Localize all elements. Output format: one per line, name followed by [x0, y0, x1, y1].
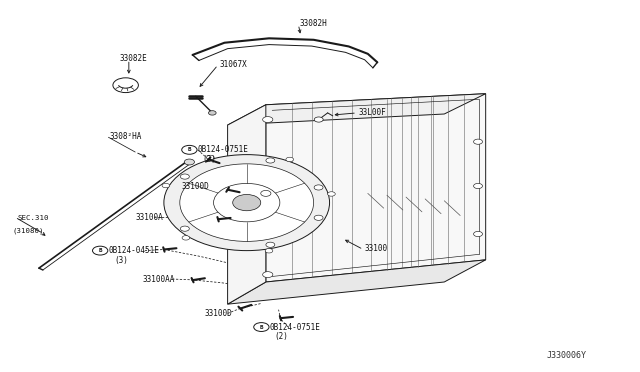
Circle shape [93, 246, 108, 255]
Text: J330006Y: J330006Y [546, 351, 586, 360]
Polygon shape [266, 94, 486, 282]
Circle shape [262, 116, 273, 122]
Polygon shape [228, 260, 486, 304]
Text: 0B124-0451E: 0B124-0451E [108, 246, 159, 255]
Text: 31067X: 31067X [220, 60, 247, 69]
Text: 33100D: 33100D [204, 309, 232, 318]
Text: SEC.310: SEC.310 [17, 215, 49, 221]
Circle shape [209, 111, 216, 115]
Circle shape [262, 272, 273, 278]
Text: (2): (2) [203, 155, 216, 164]
Circle shape [328, 192, 335, 196]
Text: 33082H: 33082H [300, 19, 327, 28]
Circle shape [265, 248, 273, 253]
Text: 33100D: 33100D [181, 182, 209, 191]
Circle shape [162, 183, 170, 188]
Circle shape [314, 215, 323, 220]
Text: 0B124-0751E: 0B124-0751E [198, 145, 248, 154]
Circle shape [253, 323, 269, 331]
Text: B: B [260, 324, 263, 330]
Circle shape [180, 164, 314, 241]
Circle shape [474, 139, 483, 144]
Circle shape [182, 235, 189, 240]
Text: (2): (2) [274, 332, 288, 341]
Circle shape [164, 155, 330, 251]
Text: 33100A: 33100A [135, 213, 163, 222]
Circle shape [286, 157, 294, 162]
Circle shape [180, 174, 189, 179]
Circle shape [474, 231, 483, 237]
Text: 3308²HA: 3308²HA [109, 132, 142, 141]
Circle shape [184, 159, 195, 165]
Polygon shape [228, 94, 486, 125]
Circle shape [314, 185, 323, 190]
Circle shape [207, 155, 214, 160]
Text: 33082E: 33082E [119, 54, 147, 63]
Circle shape [260, 190, 271, 196]
Circle shape [214, 183, 280, 222]
Circle shape [233, 195, 260, 211]
Text: B: B [99, 248, 102, 253]
Circle shape [180, 226, 189, 231]
Text: (31080): (31080) [13, 228, 44, 234]
Polygon shape [228, 105, 266, 304]
Text: 33L00F: 33L00F [358, 108, 386, 117]
Circle shape [266, 242, 275, 247]
Text: 33100: 33100 [365, 244, 388, 253]
Text: (3): (3) [115, 256, 129, 265]
Text: B: B [188, 147, 191, 152]
Circle shape [474, 183, 483, 189]
Circle shape [113, 78, 138, 93]
Circle shape [314, 117, 323, 122]
Text: 33100AA: 33100AA [143, 275, 175, 283]
Circle shape [266, 158, 275, 163]
Circle shape [182, 145, 197, 154]
Text: 0B124-0751E: 0B124-0751E [269, 323, 320, 331]
